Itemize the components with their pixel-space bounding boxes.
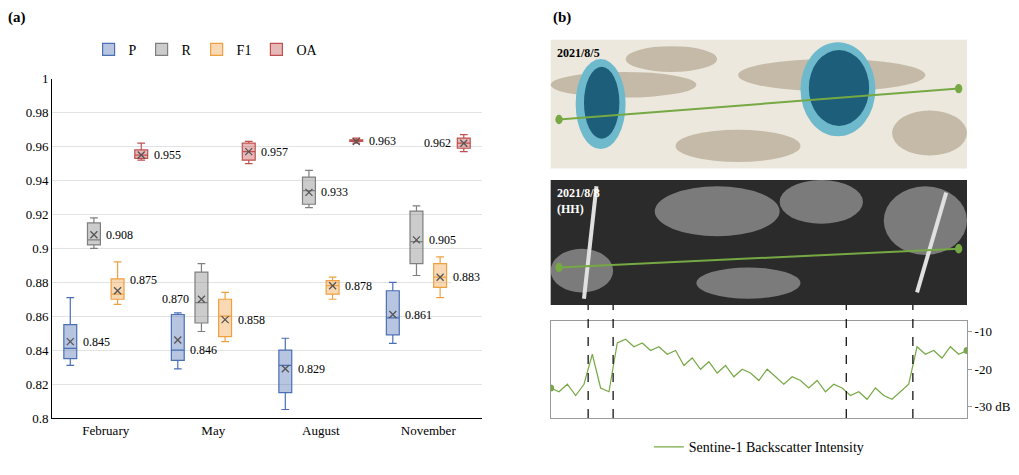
svg-text:May: May [201,423,225,438]
svg-text:0.846: 0.846 [190,343,217,357]
svg-text:(b): (b) [553,9,571,26]
svg-text:P: P [129,43,137,58]
svg-text:0.963: 0.963 [369,134,396,148]
svg-text:OA: OA [296,43,317,58]
svg-text:R: R [182,43,192,58]
svg-text:2021/8/5: 2021/8/5 [557,46,600,60]
svg-text:February: February [82,423,129,438]
svg-text:November: November [401,423,457,438]
svg-text:0.96: 0.96 [26,139,49,154]
svg-text:0.905: 0.905 [429,233,456,247]
svg-text:August: August [302,423,340,438]
svg-text:0.878: 0.878 [345,279,372,293]
svg-text:0.870: 0.870 [162,292,189,306]
svg-text:0.829: 0.829 [298,362,325,376]
svg-text:0.883: 0.883 [453,270,480,284]
svg-text:0.875: 0.875 [130,273,157,287]
svg-text:2021/8/8(HH): 2021/8/8(HH) [557,186,600,216]
svg-text:0.86: 0.86 [26,309,49,324]
svg-text:0.88: 0.88 [26,275,49,290]
svg-text:0.957: 0.957 [261,145,288,159]
svg-text:1: 1 [42,71,49,86]
svg-text:Sentine-1 Backscatter Intensit: Sentine-1 Backscatter Intensity [689,440,864,455]
svg-text:0.962: 0.962 [424,136,451,150]
svg-text:0.98: 0.98 [26,105,49,120]
svg-text:(a): (a) [8,9,26,26]
svg-text:-20: -20 [975,362,992,377]
svg-text:0.955: 0.955 [154,148,181,162]
svg-text:0.908: 0.908 [106,228,133,242]
svg-text:0.933: 0.933 [321,185,348,199]
svg-text:0.94: 0.94 [26,173,49,188]
svg-text:0.92: 0.92 [26,207,49,222]
svg-text:-30 dB: -30 dB [975,399,1011,414]
svg-text:0.9: 0.9 [32,241,48,256]
svg-text:0.84: 0.84 [26,343,49,358]
svg-text:0.845: 0.845 [83,335,110,349]
svg-text:0.8: 0.8 [32,411,48,426]
svg-text:0.82: 0.82 [26,377,49,392]
svg-text:0.861: 0.861 [405,308,432,322]
svg-text:F1: F1 [237,43,252,58]
svg-text:-10: -10 [975,324,992,339]
svg-text:0.858: 0.858 [238,313,265,327]
